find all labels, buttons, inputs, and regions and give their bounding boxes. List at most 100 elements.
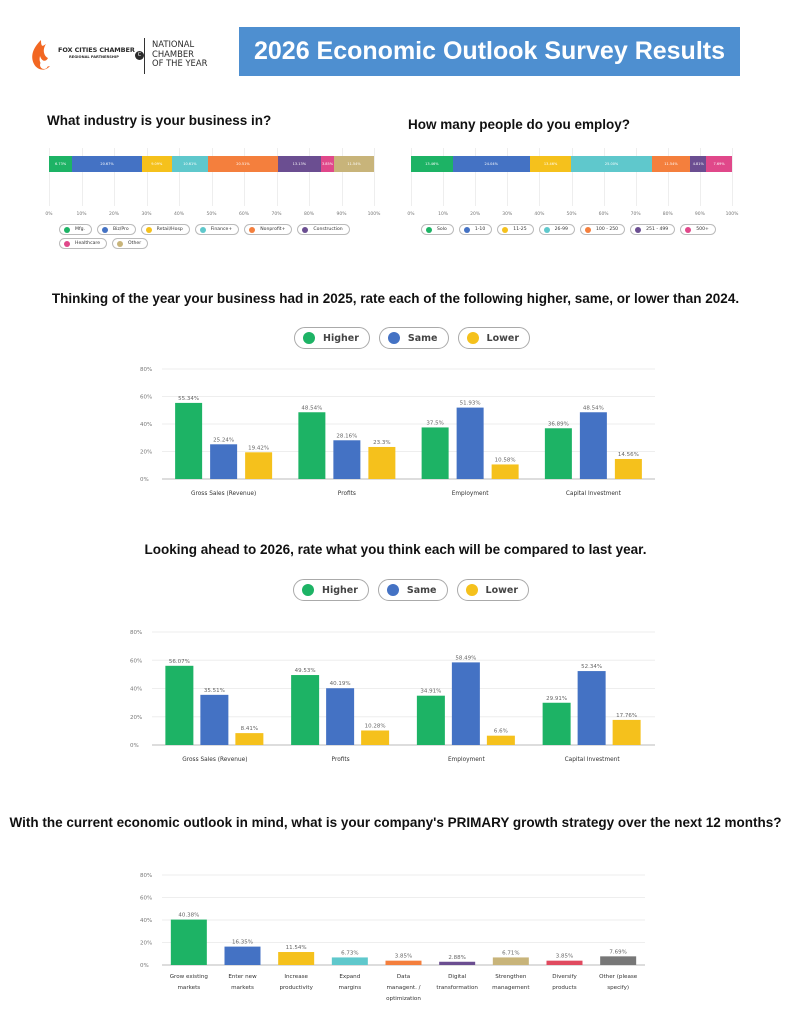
data-label: 51.93% <box>460 401 481 407</box>
bar-higher-gross-sales-revenue[interactable] <box>175 402 203 479</box>
legend-biz-pro[interactable]: Biz/Pro <box>96 224 136 235</box>
bar-higher-profits[interactable] <box>298 412 326 479</box>
bar-higher-employment[interactable] <box>416 695 445 745</box>
lower-dot-icon <box>465 584 478 596</box>
higher-dot-icon <box>302 584 314 596</box>
segment-251-499[interactable]: 4.81% <box>690 156 707 172</box>
gridline <box>507 148 509 206</box>
legend-higher[interactable]: Higher <box>294 327 370 349</box>
legend-higher-2026[interactable]: Higher <box>293 579 369 601</box>
y-tick-label: 20% <box>130 715 142 721</box>
bar-higher-gross-sales-revenue[interactable] <box>165 665 194 745</box>
legend-mfg[interactable]: Mfg. <box>59 224 92 235</box>
legend-dot-icon <box>685 226 692 233</box>
data-label: 6.71% <box>502 950 519 956</box>
legend-100-250[interactable]: 100 - 250 <box>579 224 626 235</box>
legend-finance[interactable]: Finance+ <box>194 224 240 235</box>
legend-construction[interactable]: Construction <box>297 224 350 235</box>
category-label: Increase <box>284 974 308 980</box>
bar-lower-profits[interactable] <box>361 730 390 745</box>
legend-label: 500+ <box>696 227 709 232</box>
legend-retail-hosp[interactable]: Retail/Hosp <box>140 224 190 235</box>
legend-other[interactable]: Other <box>112 238 149 249</box>
category-label: margins <box>339 985 362 991</box>
segment-biz-pro[interactable]: 20.67% <box>72 156 142 172</box>
segment-solo[interactable]: 13.46% <box>411 156 453 172</box>
category-label: Data <box>397 974 410 980</box>
bar-higher-capital-investment[interactable] <box>542 702 571 745</box>
bar-higher-capital-investment[interactable] <box>544 428 572 479</box>
gridline <box>667 148 669 206</box>
bar-lower-capital-investment[interactable] <box>612 719 641 745</box>
legend-lower[interactable]: Lower <box>457 327 531 349</box>
bar-increase-productivity[interactable] <box>278 952 315 965</box>
legend-label: Finance+ <box>210 227 233 232</box>
legend-lower-2026[interactable]: Lower <box>456 579 530 601</box>
data-label: 28.16% <box>336 433 357 439</box>
legend-label: Mfg. <box>75 227 85 232</box>
bar-higher-profits[interactable] <box>291 675 320 745</box>
bar-higher-employment[interactable] <box>421 427 449 479</box>
bar-enter-new-markets[interactable] <box>224 946 261 965</box>
bar-lower-capital-investment[interactable] <box>614 458 642 479</box>
legend-label: Biz/Pro <box>112 227 129 232</box>
legend-healthcare[interactable]: Healthcare <box>59 238 108 249</box>
segment-mfg[interactable]: 6.73% <box>49 156 73 172</box>
data-label: 14.56% <box>618 452 639 458</box>
segment-nonprofit[interactable]: 20.51% <box>208 156 278 172</box>
bar-same-capital-investment[interactable] <box>579 412 607 479</box>
data-label: 25.24% <box>213 437 234 443</box>
bar-grow-existing-markets[interactable] <box>170 919 207 965</box>
bar-same-employment[interactable] <box>456 407 484 479</box>
data-label: 36.89% <box>548 421 569 427</box>
legend-same[interactable]: Same <box>378 327 449 349</box>
legend-nonprofit[interactable]: Nonprofit+ <box>244 224 293 235</box>
segment-26-99[interactable]: 25.00% <box>571 156 652 172</box>
segment-11-25[interactable]: 13.46% <box>529 156 572 172</box>
bar-lower-employment[interactable] <box>486 735 515 745</box>
category-label: Strengthen <box>495 974 527 980</box>
legend-26-99[interactable]: 26-99 <box>538 224 575 235</box>
data-label: 2.88% <box>448 955 465 961</box>
bar-same-gross-sales-revenue[interactable] <box>210 444 238 479</box>
bar-same-employment[interactable] <box>451 662 480 745</box>
bar-lower-gross-sales-revenue[interactable] <box>235 733 264 745</box>
bar-same-gross-sales-revenue[interactable] <box>200 694 229 745</box>
bar-lower-employment[interactable] <box>491 464 519 479</box>
bar-same-profits[interactable] <box>333 440 361 479</box>
legend-251-499[interactable]: 251 - 499 <box>630 224 676 235</box>
legend-solo[interactable]: Solo <box>421 224 454 235</box>
x-tick-label: 30% <box>141 212 152 217</box>
legend-same-2026[interactable]: Same <box>377 579 448 601</box>
segment-finance[interactable]: 10.61% <box>171 156 209 172</box>
y-tick-label: 20% <box>140 941 152 947</box>
segment-500[interactable]: 7.69% <box>706 156 732 172</box>
bar-expand-margins[interactable] <box>331 957 368 965</box>
y-tick-label: 0% <box>140 963 149 969</box>
bar-same-profits[interactable] <box>326 688 355 745</box>
legend-same-label: Same <box>407 332 438 344</box>
legend-label: Solo <box>437 227 447 232</box>
legend-500[interactable]: 500+ <box>680 224 716 235</box>
segment-other[interactable]: 11.54% <box>334 156 374 172</box>
legend-11-25[interactable]: 11-25 <box>497 224 534 235</box>
legend-1-10[interactable]: 1-10 <box>458 224 493 235</box>
segment-1-10[interactable]: 24.04% <box>452 156 530 172</box>
category-label: markets <box>177 985 200 991</box>
legend-dot-icon <box>502 226 509 233</box>
bar-other-please-specify[interactable] <box>600 956 637 965</box>
bar-lower-profits[interactable] <box>368 446 396 479</box>
x-tick-label: 60% <box>598 212 609 217</box>
segment-healthcare[interactable]: 3.85% <box>320 156 335 172</box>
bar-diversify-products[interactable] <box>546 960 583 965</box>
bar-strengthen-management[interactable] <box>492 957 529 965</box>
category-label: optimization <box>386 996 421 1002</box>
bar-data-managent-optimization[interactable] <box>385 960 422 965</box>
legend-lower-label: Lower <box>486 332 520 344</box>
segment-retail-hosp[interactable]: 9.09% <box>141 156 172 172</box>
segment-100-250[interactable]: 11.54% <box>651 156 691 172</box>
bar-lower-gross-sales-revenue[interactable] <box>245 452 273 479</box>
segment-construction[interactable]: 13.13% <box>277 156 321 172</box>
bar-same-capital-investment[interactable] <box>577 671 606 745</box>
bar-digital-transformation[interactable] <box>439 961 476 965</box>
